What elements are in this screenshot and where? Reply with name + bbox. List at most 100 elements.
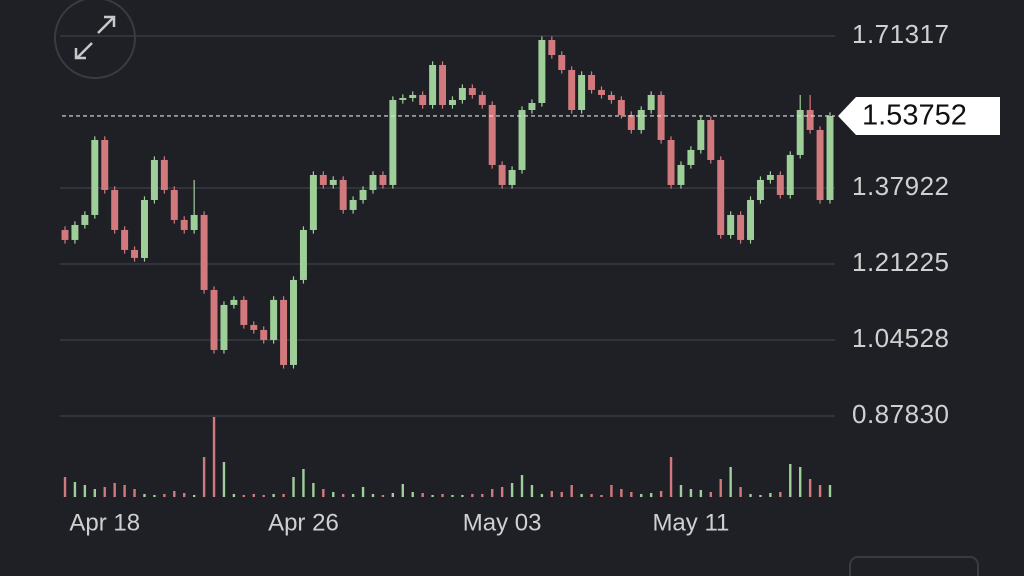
volume-bar [232, 494, 236, 497]
x-tick-label: Apr 18 [69, 509, 140, 536]
y-tick-label: 1.71317 [852, 19, 949, 49]
candle-body [200, 214, 208, 290]
candle-body [299, 229, 307, 280]
candle-body [816, 129, 824, 200]
volume-bar [252, 494, 255, 497]
volume-bar [332, 492, 335, 497]
y-tick-label: 1.04528 [852, 323, 949, 353]
volume-bar [789, 464, 792, 497]
volume-bar [779, 492, 782, 497]
volume-bar [153, 495, 156, 497]
candle-body [737, 214, 745, 240]
candle-body [756, 179, 764, 200]
volume-bar [391, 493, 395, 497]
volume-bar [212, 417, 216, 497]
x-tick-label: May 03 [463, 509, 542, 536]
volume-bar [341, 494, 345, 497]
candle-body [558, 55, 566, 70]
candle-body [806, 109, 814, 130]
volume-bar [530, 485, 534, 497]
volume-bar [550, 491, 554, 497]
candle-body [329, 179, 337, 185]
volume-bar [818, 485, 822, 497]
candle-body [796, 109, 804, 155]
volume-bar [83, 485, 87, 497]
candle-body [190, 214, 198, 230]
volume-bar [640, 494, 643, 497]
candle-body [568, 69, 576, 110]
volume-bar [709, 492, 712, 497]
volume-bar [361, 487, 365, 497]
candle-body [548, 39, 556, 56]
volume-bar [143, 494, 146, 497]
candle-body [150, 159, 158, 200]
candle-body [230, 299, 238, 305]
bottom-button[interactable] [849, 556, 979, 576]
volume-bar [381, 495, 385, 497]
volume-bar [431, 495, 434, 497]
volume-bar [123, 485, 126, 497]
volume-bar [729, 467, 732, 497]
candle-body [240, 299, 248, 325]
volume-bar [580, 494, 583, 497]
volume-bar [620, 489, 623, 497]
volume-bar [133, 489, 136, 497]
volume-bar [669, 457, 673, 497]
volume-bar [739, 487, 742, 497]
candle-body [727, 214, 735, 235]
volume-bar [610, 485, 613, 497]
candle-body [786, 154, 794, 195]
candle-body [647, 94, 655, 110]
volume-bar [749, 494, 752, 497]
candle-body [617, 99, 625, 116]
volume-bar [590, 494, 593, 497]
volume-bar [282, 494, 285, 497]
volume-bar [173, 491, 176, 497]
candle-body [458, 88, 466, 100]
candle-body [677, 164, 685, 185]
volume-bar [649, 493, 653, 497]
candle-body [319, 174, 327, 185]
volume-bar [93, 489, 97, 497]
candle-body [687, 149, 695, 165]
expand-icon[interactable] [74, 15, 116, 60]
candle-body [657, 94, 665, 140]
candle-body [627, 115, 635, 130]
candle-body [220, 304, 228, 350]
candle-body [91, 139, 99, 215]
volume-bar [351, 494, 355, 497]
candle-body [280, 299, 288, 365]
candle-body [578, 74, 586, 110]
volume-bar [808, 479, 812, 497]
candle-body [379, 174, 387, 185]
volume-bar [699, 490, 703, 497]
volume-bar [421, 493, 424, 497]
volume-bar [570, 485, 573, 497]
candle-body [538, 39, 546, 103]
volume-bar [689, 489, 693, 497]
candle-body [270, 299, 278, 340]
expand-button[interactable] [54, 0, 136, 79]
y-tick-label: 1.37922 [852, 171, 949, 201]
expand-circle[interactable] [54, 0, 136, 79]
volume-bar [500, 487, 504, 497]
volume-bar [679, 485, 683, 497]
candle-body [81, 214, 89, 225]
volume-bar [630, 492, 633, 497]
candle-body [478, 94, 486, 105]
candle-body [439, 64, 447, 105]
candle-body [419, 94, 427, 105]
candle-body [697, 119, 705, 150]
candle-body [160, 159, 168, 190]
candle-body [389, 99, 397, 185]
candle-body [121, 229, 129, 250]
candle-body [747, 199, 754, 240]
volume-bar [411, 492, 414, 497]
candle-body [339, 179, 347, 210]
candle-body [399, 97, 407, 100]
candle-body [468, 88, 476, 95]
volume-bar [242, 495, 246, 497]
candle-body [498, 164, 506, 185]
